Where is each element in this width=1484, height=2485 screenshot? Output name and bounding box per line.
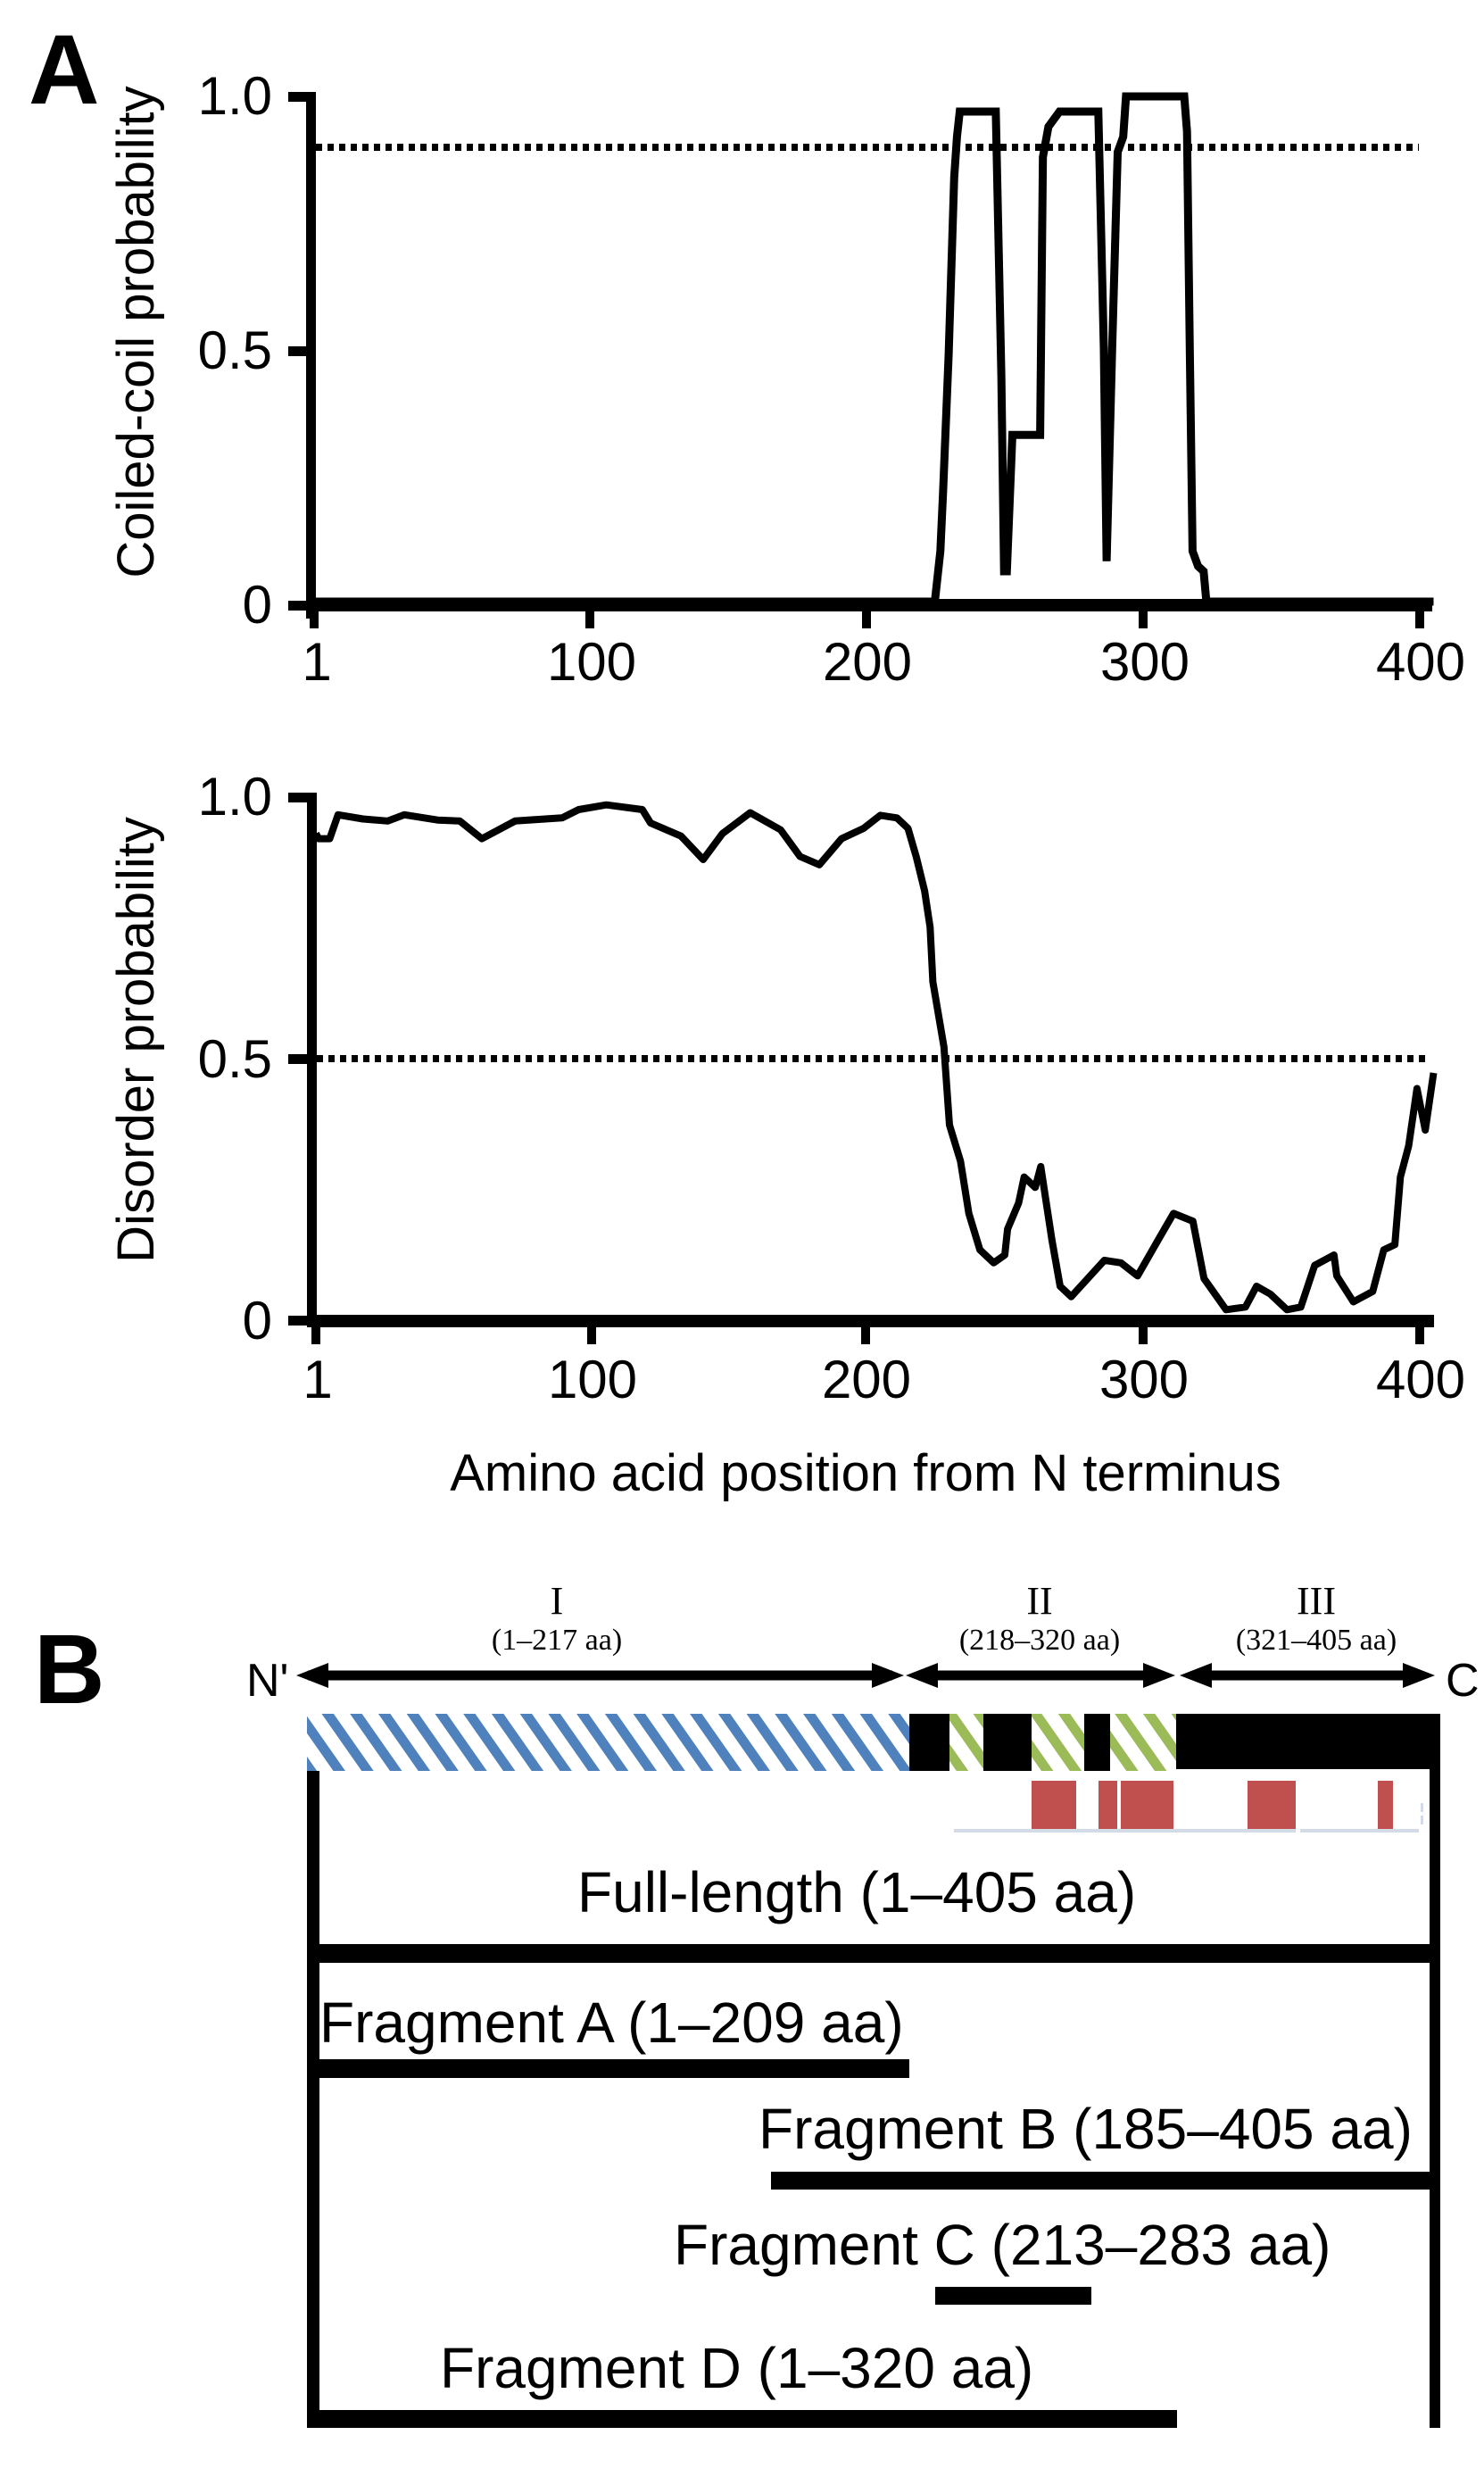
x-tick-label: 300 bbox=[1099, 1350, 1189, 1409]
fragment-bar bbox=[307, 2059, 909, 2078]
domain-bar-seg bbox=[949, 1714, 983, 1771]
fragment-b: Fragment B (185–405 aa) bbox=[759, 2097, 1440, 2190]
disorder-x-axis bbox=[307, 1315, 1434, 1327]
domain-arrow-III: III (321–405 aa) bbox=[1180, 1579, 1435, 1688]
x-tick-label: 400 bbox=[1376, 632, 1465, 692]
y-tick-label: 1.0 bbox=[198, 767, 272, 827]
fragment-label: Fragment B (185–405 aa) bbox=[759, 2097, 1413, 2161]
disorder-x-ticks: 1 100 200 300 400 bbox=[303, 1323, 1465, 1409]
disorder-chart: Disorder probability 1.0 0.5 0 1 100 200… bbox=[107, 767, 1465, 1502]
domain-roman-I: I bbox=[551, 1579, 564, 1623]
fragment-label: Full-length (1–405 aa) bbox=[577, 1860, 1136, 1924]
coiled-coil-curve bbox=[314, 92, 1434, 606]
panel-label-b: B bbox=[34, 1615, 104, 1725]
fragment-bar bbox=[771, 2172, 1440, 2190]
domain-map: N' C I (1–217 aa) II (218–320 aa) III (3… bbox=[246, 1579, 1480, 2428]
n-terminus-label: N' bbox=[246, 1655, 288, 1707]
y-tick-label: 0.5 bbox=[198, 1029, 272, 1089]
x-tick-label: 100 bbox=[548, 1350, 637, 1409]
domain-bar-seg bbox=[1032, 1714, 1084, 1771]
domain-bar-seg bbox=[983, 1714, 1032, 1771]
domain-bar bbox=[307, 1714, 1440, 1771]
coiled-coil-x-ticks: 1 100 200 300 400 bbox=[302, 607, 1465, 692]
domain-bar-seg bbox=[909, 1714, 949, 1771]
coiled-coil-y-axis bbox=[306, 92, 316, 619]
fragment-full-length: Full-length (1–405 aa) bbox=[307, 1860, 1440, 1963]
domain-bar-seg bbox=[307, 1714, 909, 1771]
red-block bbox=[1121, 1781, 1173, 1829]
fragment-label: Fragment D (1–320 aa) bbox=[440, 2336, 1033, 2400]
panel-label-a: A bbox=[29, 15, 99, 125]
x-tick-label: 1 bbox=[303, 1350, 332, 1409]
disorder-y-axis-title: Disorder probability bbox=[107, 817, 165, 1263]
domain-roman-II: II bbox=[1026, 1579, 1052, 1623]
disorder-y-axis bbox=[307, 793, 317, 1326]
c-terminus-label: C bbox=[1446, 1655, 1480, 1707]
disorder-curve bbox=[312, 801, 1438, 1314]
disorder-y-ticks: 1.0 0.5 0 bbox=[198, 767, 311, 1351]
fragment-label: Fragment C (213–283 aa) bbox=[674, 2213, 1331, 2277]
disorder-x-axis-title: Amino acid position from N terminus bbox=[450, 1444, 1281, 1502]
red-block bbox=[1248, 1781, 1296, 1829]
x-tick-label: 200 bbox=[823, 632, 912, 692]
y-tick-label: 1.0 bbox=[198, 66, 272, 126]
domain-arrow-I: I (1–217 aa) bbox=[296, 1579, 904, 1688]
domain-bar-seg bbox=[1084, 1714, 1110, 1771]
y-tick-label: 0 bbox=[243, 1291, 272, 1351]
coiled-coil-y-ticks: 1.0 0.5 0 bbox=[198, 66, 311, 635]
x-tick-label: 100 bbox=[547, 632, 636, 692]
x-tick-label: 1 bbox=[302, 632, 331, 692]
red-block-track bbox=[954, 1781, 1423, 1833]
coiled-coil-chart: Coiled-coil probability 1.0 0.5 0 1 100 … bbox=[107, 66, 1465, 692]
red-block bbox=[1032, 1781, 1076, 1829]
red-block bbox=[1098, 1781, 1117, 1829]
y-tick-label: 0 bbox=[243, 575, 272, 635]
domain-bar-seg bbox=[1176, 1714, 1440, 1769]
domain-roman-III: III bbox=[1297, 1579, 1336, 1623]
x-tick-label: 300 bbox=[1100, 632, 1190, 692]
coiled-coil-y-axis-title: Coiled-coil probability bbox=[107, 86, 165, 578]
fragment-a: Fragment A (1–209 aa) bbox=[307, 1990, 909, 2078]
x-tick-label: 200 bbox=[822, 1350, 911, 1409]
red-block bbox=[1378, 1781, 1393, 1829]
fragment-c: Fragment C (213–283 aa) bbox=[674, 2213, 1331, 2305]
domain-arrow-II: II (218–320 aa) bbox=[906, 1579, 1175, 1688]
domain-range-III: (321–405 aa) bbox=[1236, 1624, 1397, 1657]
fragment-bar bbox=[935, 2287, 1091, 2305]
domain-range-I: (1–217 aa) bbox=[492, 1624, 622, 1657]
right-boundary-line bbox=[1430, 1769, 1440, 2428]
fragment-d: Fragment D (1–320 aa) bbox=[307, 2336, 1177, 2428]
domain-range-II: (218–320 aa) bbox=[959, 1624, 1120, 1657]
x-tick-label: 400 bbox=[1376, 1350, 1465, 1409]
domain-bar-seg bbox=[1110, 1714, 1176, 1771]
fragment-label: Fragment A (1–209 aa) bbox=[319, 1990, 904, 2055]
fragment-bar bbox=[307, 2410, 1177, 2428]
left-boundary-line bbox=[307, 1771, 319, 2428]
y-tick-label: 0.5 bbox=[198, 320, 272, 380]
fragment-bar bbox=[307, 1944, 1440, 1963]
